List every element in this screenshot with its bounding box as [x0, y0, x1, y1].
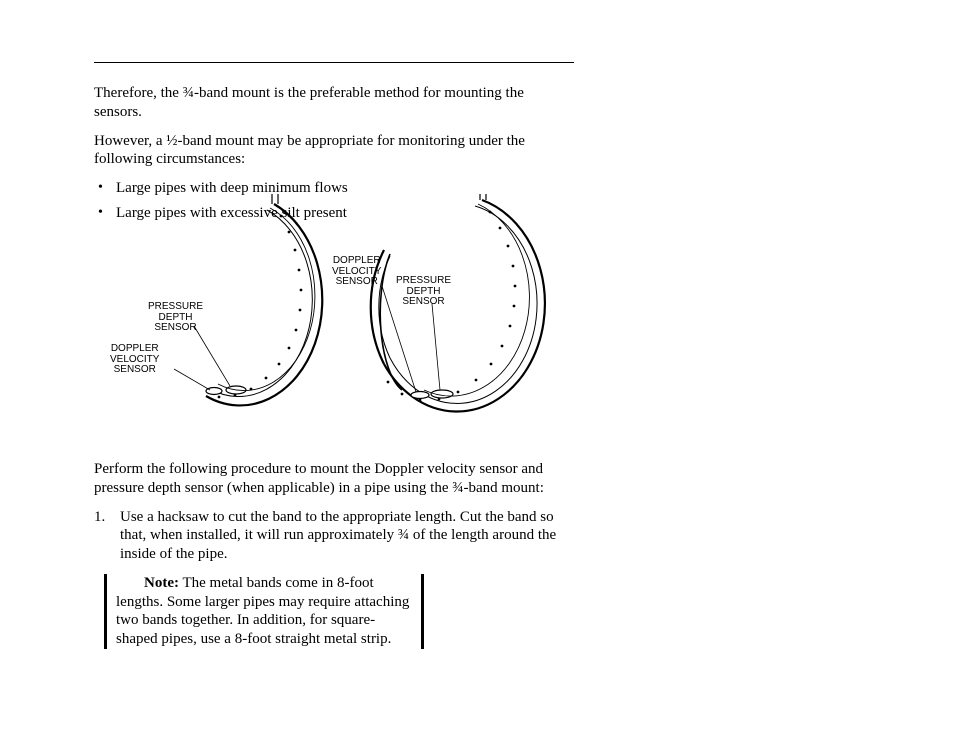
- procedure-intro: Perform the following procedure to mount…: [94, 460, 574, 498]
- right-pressure-label: PRESSURE DEPTH SENSOR: [396, 276, 451, 308]
- right-doppler-label: DOPPLER VELOCITY SENSOR: [332, 256, 381, 288]
- step-number: 1.: [94, 508, 105, 527]
- note-text: Note: The metal bands come in 8-foot len…: [116, 574, 412, 649]
- paragraph-1: Therefore, the ¾-band mount is the prefe…: [94, 84, 574, 122]
- note-label: Note:: [144, 575, 179, 591]
- lower-text-block: Perform the following procedure to mount…: [94, 460, 574, 649]
- figure-area: PRESSURE DEPTH SENSOR DOPPLER VELOCITY S…: [94, 194, 574, 424]
- step-text: Use a hacksaw to cut the band to the app…: [120, 509, 556, 563]
- note-bar-right: [421, 574, 424, 649]
- note-bar-left: [104, 574, 107, 649]
- left-pressure-label: PRESSURE DEPTH SENSOR: [148, 302, 203, 334]
- header-rule: [94, 62, 574, 63]
- step-1: 1. Use a hacksaw to cut the band to the …: [94, 508, 574, 564]
- note-block: Note: The metal bands come in 8-foot len…: [104, 574, 424, 649]
- page: Therefore, the ¾-band mount is the prefe…: [0, 0, 954, 738]
- procedure-steps: 1. Use a hacksaw to cut the band to the …: [94, 508, 574, 564]
- left-doppler-label: DOPPLER VELOCITY SENSOR: [110, 344, 159, 376]
- paragraph-2: However, a ½-band mount may be appropria…: [94, 132, 574, 170]
- right-band-diagram: [324, 194, 564, 424]
